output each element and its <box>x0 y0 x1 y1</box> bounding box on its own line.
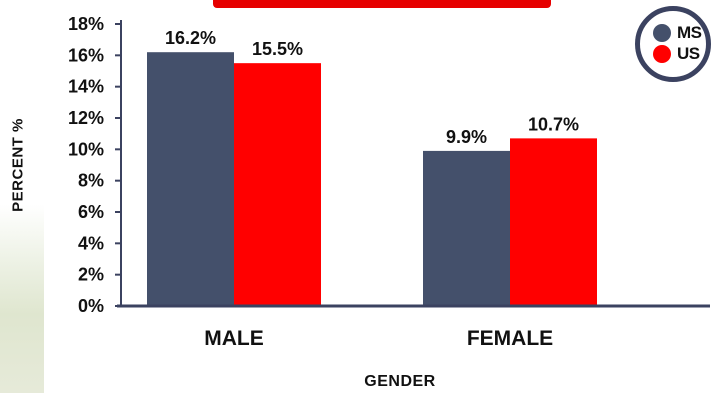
chart-legend: MS US <box>635 6 711 82</box>
x-tick-label: MALE <box>204 327 264 350</box>
background-strip <box>0 0 44 393</box>
header-banner <box>213 0 551 8</box>
legend-label-ms: MS <box>677 23 702 42</box>
legend-item-us: US <box>653 44 700 64</box>
y-tick-label: 10% <box>68 139 104 159</box>
data-label: 16.2% <box>165 28 216 48</box>
data-label: 15.5% <box>252 39 303 59</box>
legend-label-us: US <box>677 44 700 63</box>
y-tick-label: 2% <box>78 265 104 285</box>
bar-ms-male <box>147 52 234 307</box>
y-tick-label: 8% <box>78 171 104 191</box>
y-tick-label: 6% <box>78 202 104 222</box>
data-label: 9.9% <box>446 127 487 147</box>
y-tick-label: 0% <box>78 296 104 316</box>
data-label: 10.7% <box>528 114 579 134</box>
x-axis-label: GENDER <box>364 373 436 390</box>
y-tick-label: 14% <box>68 77 104 97</box>
y-tick-label: 12% <box>68 108 104 128</box>
legend-swatch-us <box>653 45 671 63</box>
x-tick-label: FEMALE <box>467 327 553 350</box>
bar-us-female <box>510 138 597 306</box>
y-tick-label: 4% <box>78 233 104 253</box>
bar-us-male <box>234 63 321 306</box>
y-tick-label: 18% <box>68 14 104 34</box>
y-tick-label: 16% <box>68 45 104 65</box>
y-axis-label: PERCENT % <box>9 118 27 212</box>
legend-swatch-ms <box>653 24 671 42</box>
legend-item-ms: MS <box>653 23 702 43</box>
bar-ms-female <box>423 150 510 306</box>
